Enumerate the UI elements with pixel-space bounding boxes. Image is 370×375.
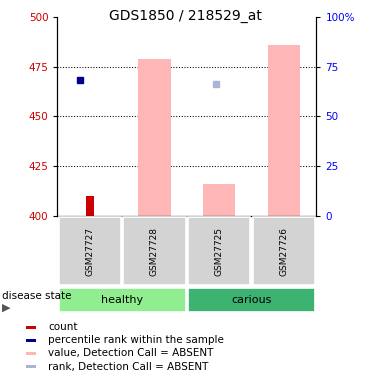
Text: carious: carious — [231, 295, 272, 305]
Text: GSM27727: GSM27727 — [85, 227, 94, 276]
Bar — [268, 45, 300, 216]
Bar — [188, 217, 250, 285]
Bar — [123, 217, 185, 285]
Bar — [138, 58, 171, 216]
Text: healthy: healthy — [101, 295, 143, 305]
Bar — [253, 217, 315, 285]
Bar — [59, 288, 185, 312]
Text: GSM27726: GSM27726 — [279, 227, 289, 276]
Text: GSM27728: GSM27728 — [150, 227, 159, 276]
Bar — [86, 196, 94, 216]
Bar — [26, 339, 36, 342]
Text: count: count — [48, 322, 77, 332]
Bar — [26, 326, 36, 328]
Text: ▶: ▶ — [2, 303, 10, 312]
Bar — [203, 184, 235, 216]
Text: percentile rank within the sample: percentile rank within the sample — [48, 335, 224, 345]
Text: GSM27725: GSM27725 — [215, 227, 224, 276]
Text: disease state: disease state — [2, 291, 71, 301]
Text: value, Detection Call = ABSENT: value, Detection Call = ABSENT — [48, 348, 213, 358]
Bar — [26, 352, 36, 355]
Text: rank, Detection Call = ABSENT: rank, Detection Call = ABSENT — [48, 362, 208, 372]
Bar — [188, 288, 315, 312]
Text: GDS1850 / 218529_at: GDS1850 / 218529_at — [108, 9, 262, 23]
Bar — [59, 217, 121, 285]
Bar — [26, 365, 36, 368]
